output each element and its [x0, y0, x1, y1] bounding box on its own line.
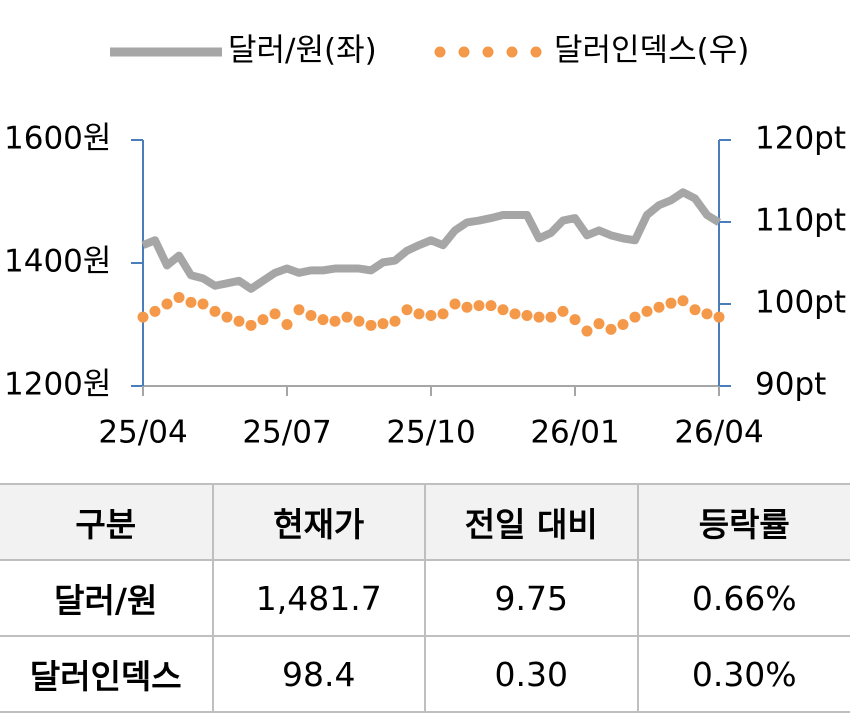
dot	[438, 308, 449, 319]
dot	[330, 316, 341, 327]
dot	[258, 314, 269, 325]
header-row: 구분 현재가 전일 대비 등락률	[0, 484, 850, 560]
legend-swatch	[459, 47, 470, 58]
dot	[582, 326, 593, 337]
dot	[354, 316, 365, 327]
x-tick-label: 25/04	[98, 415, 187, 451]
dot	[678, 295, 689, 306]
x-tick-label: 26/04	[674, 415, 763, 451]
dot	[666, 298, 677, 309]
dot	[510, 308, 521, 319]
dot	[306, 310, 317, 321]
dot	[150, 306, 161, 317]
header-cell: 전일 대비	[425, 484, 638, 560]
dot	[366, 320, 377, 331]
legend-swatch	[435, 47, 446, 58]
cell: 달러인덱스	[0, 636, 213, 712]
dot	[522, 310, 533, 321]
line-series	[143, 192, 719, 289]
legend-swatch	[507, 47, 518, 58]
quote-table: 구분 현재가 전일 대비 등락률 달러/원 1,481.7 9.75 0.66%…	[0, 483, 850, 713]
header-cell: 구분	[0, 484, 213, 560]
y2-tick-label: 110pt	[755, 203, 846, 239]
cell: 98.4	[213, 636, 426, 712]
dot	[462, 302, 473, 313]
dot	[606, 324, 617, 335]
dot	[162, 299, 173, 310]
dot	[402, 304, 413, 315]
dot	[246, 320, 257, 331]
dot	[210, 306, 221, 317]
dot	[594, 318, 605, 329]
dot	[546, 312, 557, 323]
cell: 0.30%	[638, 636, 850, 712]
y2-tick-label: 120pt	[755, 121, 846, 157]
y2-tick-label: 90pt	[755, 367, 826, 403]
dot	[654, 302, 665, 313]
x-tick-label: 26/01	[530, 415, 619, 451]
y-tick-label: 1200원	[4, 367, 111, 403]
legend-label: 달러/원(좌)	[228, 33, 377, 69]
chart: 1200원 1400원 1600원 90pt 100pt 110pt 120pt 25/04 2…	[0, 0, 850, 483]
dot	[294, 304, 305, 315]
dot	[222, 312, 233, 323]
x-tick-label: 25/07	[242, 415, 331, 451]
dot	[318, 314, 329, 325]
dot	[426, 310, 437, 321]
cell: 9.75	[425, 560, 638, 636]
legend-label: 달러인덱스(우)	[554, 33, 749, 69]
dot	[642, 306, 653, 317]
dot	[270, 308, 281, 319]
dot	[534, 312, 545, 323]
header-cell: 등락률	[638, 484, 850, 560]
dot	[486, 300, 497, 311]
x-tick-label: 25/10	[386, 415, 475, 451]
dot	[342, 312, 353, 323]
dot	[702, 308, 713, 319]
dot	[630, 312, 641, 323]
dot	[570, 314, 581, 325]
dot	[618, 319, 629, 330]
dot	[378, 318, 389, 329]
cell: 0.66%	[638, 560, 850, 636]
cell: 달러/원	[0, 560, 213, 636]
dot	[414, 308, 425, 319]
cell: 0.30	[425, 636, 638, 712]
y-tick-label: 1400원	[4, 244, 111, 280]
dot	[714, 312, 725, 323]
dot	[234, 316, 245, 327]
legend-swatch	[483, 47, 494, 58]
y-tick-label: 1600원	[4, 121, 111, 157]
dot	[474, 300, 485, 311]
cell: 1,481.7	[213, 560, 426, 636]
dot	[282, 319, 293, 330]
dot	[198, 299, 209, 310]
dot	[690, 304, 701, 315]
row: 달러인덱스 98.4 0.30 0.30%	[0, 636, 850, 712]
dot	[450, 299, 461, 310]
y2-tick-label: 100pt	[755, 285, 846, 321]
dot	[498, 304, 509, 315]
dot	[174, 292, 185, 303]
dot	[390, 316, 401, 327]
header-cell: 현재가	[213, 484, 426, 560]
dot	[186, 297, 197, 308]
dot	[558, 306, 569, 317]
row: 달러/원 1,481.7 9.75 0.66%	[0, 560, 850, 636]
dot	[138, 312, 149, 323]
legend-swatch	[531, 47, 542, 58]
